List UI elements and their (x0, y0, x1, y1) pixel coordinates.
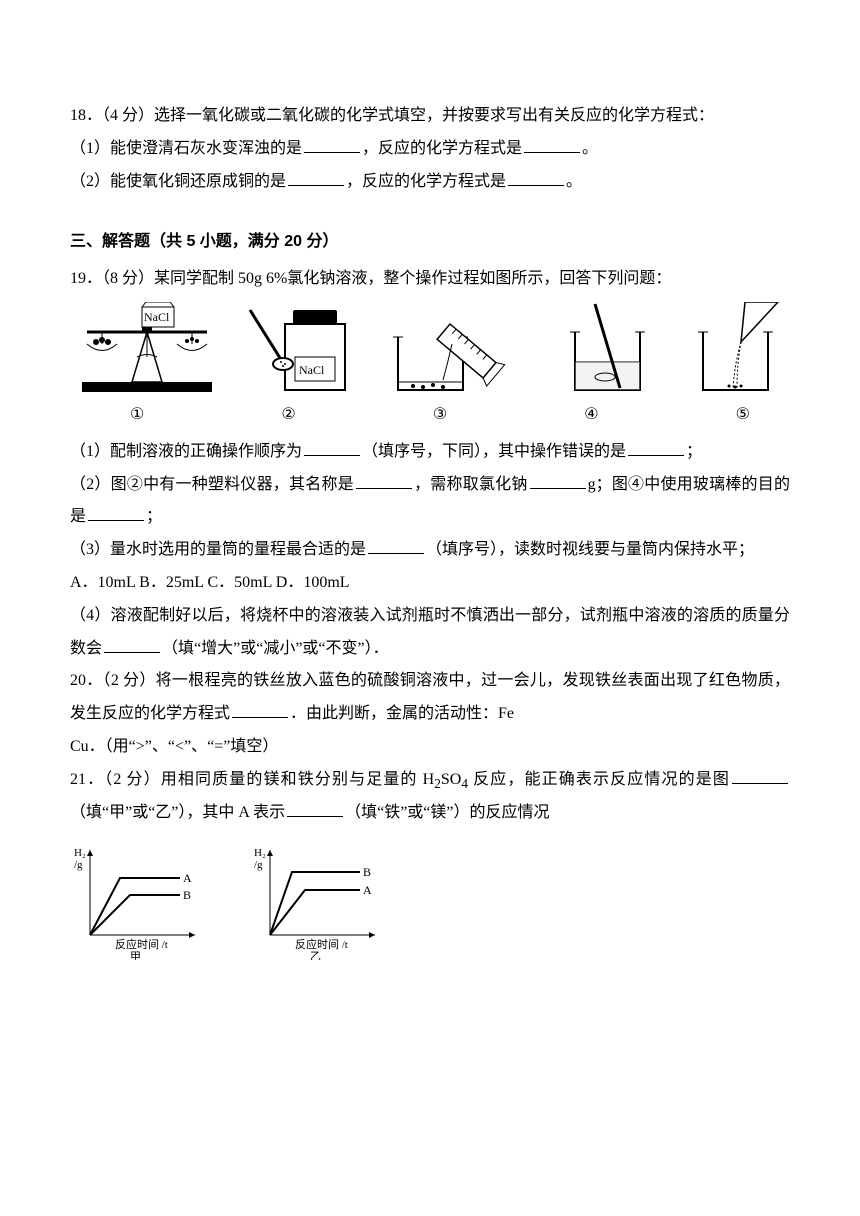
text: Cu．（用“>”、“<”、“=”填空） (70, 738, 278, 755)
fig-balance: NaCl (72, 302, 222, 397)
text: （填“甲”或“乙”），其中 A 表示 (70, 804, 285, 821)
svg-text:A: A (183, 871, 192, 885)
q18-p1c: 。 (582, 140, 598, 157)
q18-part1: （1）能使澄清石灰水变浑浊的是 ，反应的化学方程式是 。 (70, 133, 790, 166)
q18-p2b: ，反应的化学方程式是 (346, 173, 506, 190)
svg-text:H₂: H₂ (254, 847, 266, 859)
q18-p1b: ，反应的化学方程式是 (362, 140, 522, 157)
svg-text:H₂: H₂ (74, 847, 86, 859)
q19-p2: （2）图②中有一种塑料仪器，其名称是，需称取氯化钠g；图④中使用玻璃棒的目的是； (70, 469, 790, 535)
q18-p1a: （1）能使澄清石灰水变浑浊的是 (70, 140, 302, 157)
cap-1: ① (130, 399, 144, 432)
text: ； (686, 443, 702, 460)
cap-4: ④ (584, 399, 598, 432)
q19-p1: （1）配制溶液的正确操作顺序为 （填序号，下同），其中操作错误的是 ； (70, 436, 790, 469)
sub: 2 (434, 776, 441, 791)
fig-funnel (683, 302, 788, 397)
cap-5: ⑤ (736, 399, 750, 432)
fig-pour (378, 302, 533, 397)
graph-yi: B A H₂ /g 反应时间 /t 乙 (250, 840, 390, 960)
stir-icon (555, 302, 660, 397)
blank[interactable] (368, 538, 424, 554)
blank[interactable] (304, 137, 360, 153)
blank[interactable] (288, 169, 344, 185)
text: （填“增大”或“减小”或“不变”）． (162, 640, 389, 657)
blank[interactable] (356, 472, 412, 488)
svg-text:反应时间 /t: 反应时间 /t (115, 937, 168, 951)
text: ； (146, 508, 162, 525)
text: （填序号，下同），其中操作错误的是 (362, 443, 626, 460)
text: （填“铁”或“镁”）的反应情况 (345, 804, 549, 821)
text: ．由此判断，金属的活动性：Fe (290, 705, 514, 722)
fig-bottle: NaCl (245, 302, 355, 397)
blank[interactable] (104, 636, 160, 652)
svg-text:反应时间 /t: 反应时间 /t (295, 937, 348, 951)
graph-jia: A B H₂ /g 反应时间 /t 甲 (70, 840, 210, 960)
q18-lead: 18．（4 分）选择一氧化碳或二氧化碳的化学式填空，并按要求写出有关反应的化学方… (70, 100, 790, 133)
q19-options: A．10mL B．25mL C．50mL D．100mL (70, 567, 790, 600)
text: SO (441, 771, 461, 788)
q19-caption-row: ① ② ③ ④ ⑤ (70, 399, 790, 432)
q19-figure-row: NaCl NaCl (70, 302, 790, 397)
q18-p2a: （2）能使氧化铜还原成铜的是 (70, 173, 286, 190)
text: （填序号），读数时视线要与量筒内保持水平； (426, 541, 754, 558)
q19-lead: 19．（8 分）某同学配制 50g 6%氯化钠溶液，整个操作过程如图所示，回答下… (70, 263, 790, 296)
cap-2: ② (281, 399, 295, 432)
blank[interactable] (508, 169, 564, 185)
svg-text:/g: /g (74, 859, 83, 871)
blank[interactable] (530, 472, 586, 488)
svg-text:甲: 甲 (130, 951, 141, 960)
text: （1）配制溶液的正确操作顺序为 (70, 443, 302, 460)
blank[interactable] (287, 801, 343, 817)
pour-icon (378, 302, 533, 397)
cap-3: ③ (433, 399, 447, 432)
blank[interactable] (628, 440, 684, 456)
q21-graphs: A B H₂ /g 反应时间 /t 甲 B A H₂ /g 反应时间 /t 乙 (70, 840, 790, 960)
text: 21．（2 分）用相同质量的镁和铁分别与足量的 H (70, 771, 434, 788)
q18-part2: （2）能使氧化铜还原成铜的是 ，反应的化学方程式是 。 (70, 166, 790, 199)
q20: 20．（2 分）将一根程亮的铁丝放入蓝色的硫酸铜溶液中，过一会儿，发现铁丝表面出… (70, 665, 790, 763)
q21: 21．（2 分）用相同质量的镁和铁分别与足量的 H2SO4 反应，能正确表示反应… (70, 764, 790, 830)
text: （2）图②中有一种塑料仪器，其名称是 (70, 476, 354, 493)
svg-text:乙: 乙 (310, 950, 321, 960)
q19-p4: （4）溶液配制好以后，将烧杯中的溶液装入试剂瓶时不慎洒出一部分，试剂瓶中溶液的溶… (70, 600, 790, 666)
text: （3）量水时选用的量筒的量程最合适的是 (70, 541, 366, 558)
bottle-icon: NaCl (245, 302, 355, 397)
blank[interactable] (524, 137, 580, 153)
fig-stir (555, 302, 660, 397)
text: ，需称取氯化钠 (414, 476, 528, 493)
svg-text:B: B (183, 888, 191, 902)
svg-text:NaCl: NaCl (144, 310, 170, 324)
q18-p2c: 。 (566, 173, 582, 190)
blank[interactable] (304, 440, 360, 456)
blank[interactable] (88, 505, 144, 521)
blank[interactable] (232, 702, 288, 718)
balance-icon: NaCl (72, 302, 222, 397)
text: 反应，能正确表示反应情况的是图 (468, 771, 730, 788)
q19-p3: （3）量水时选用的量筒的量程最合适的是 （填序号），读数时视线要与量筒内保持水平； (70, 534, 790, 567)
svg-text:B: B (363, 865, 371, 879)
funnel-icon (683, 302, 788, 397)
svg-text:/g: /g (254, 859, 263, 871)
svg-text:A: A (363, 883, 372, 897)
section-3-header: 三、解答题（共 5 小题，满分 20 分） (70, 226, 790, 259)
blank[interactable] (732, 768, 788, 784)
svg-text:NaCl: NaCl (299, 363, 325, 377)
